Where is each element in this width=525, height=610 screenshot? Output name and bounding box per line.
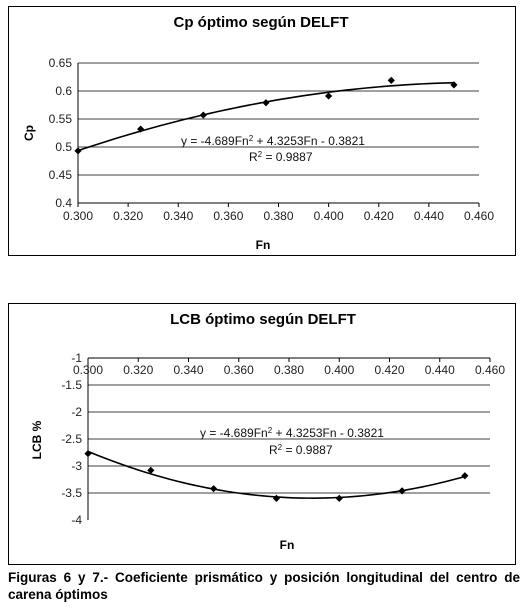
x-tick-label: 0.380 bbox=[274, 363, 304, 377]
trendline-equation: y = -4.689Fn2 + 4.3253Fn - 0.3821 bbox=[200, 426, 384, 441]
x-tick-label: 0.440 bbox=[425, 363, 455, 377]
y-tick-label: -2.5 bbox=[61, 432, 82, 446]
chart-lcb-panel: LCB óptimo según DELFT -4 -3.5 -3 -2.5 -2 -1.5… bbox=[8, 303, 516, 565]
data-point bbox=[137, 125, 145, 133]
chart-title: LCB óptimo según DELFT bbox=[170, 311, 356, 328]
y-tick-label: -3.5 bbox=[61, 486, 82, 500]
x-tick-label: 0.420 bbox=[374, 363, 404, 377]
x-tick-label: 0.320 bbox=[113, 209, 143, 223]
y-tick-label: 0.4 bbox=[55, 196, 72, 210]
data-point bbox=[84, 449, 92, 458]
data-point bbox=[147, 466, 155, 474]
y-tick-label: -1 bbox=[71, 351, 82, 365]
x-tick-label: 0.320 bbox=[123, 363, 153, 377]
chart-cp-panel: Cp óptimo según DELFT 0.4 0.45 0.5 0.55 0.6 0.… bbox=[8, 6, 516, 256]
data-point bbox=[199, 111, 207, 119]
x-tick-label: 0.400 bbox=[324, 363, 354, 377]
data-point bbox=[325, 92, 333, 100]
y-tick-label: 0.65 bbox=[49, 56, 73, 70]
x-tick-label: 0.460 bbox=[475, 363, 505, 377]
trendline bbox=[87, 450, 466, 499]
x-tick-label: 0.420 bbox=[364, 209, 394, 223]
data-point bbox=[387, 76, 395, 84]
data-point bbox=[74, 147, 82, 155]
x-tick-label: 0.380 bbox=[263, 209, 293, 223]
data-point bbox=[335, 494, 343, 502]
data-point bbox=[210, 485, 218, 493]
x-tick-label: 0.440 bbox=[414, 209, 444, 223]
figure-caption: Figuras 6 y 7.- Coeficiente prismático y… bbox=[8, 570, 520, 602]
x-tick-label: 0.340 bbox=[163, 209, 193, 223]
data-point bbox=[450, 81, 458, 89]
y-tick-label: -3 bbox=[71, 459, 82, 473]
y-tick-label: -2 bbox=[71, 405, 82, 419]
x-tick-label: 0.460 bbox=[464, 209, 494, 223]
chart-cp: Cp óptimo según DELFT 0.4 0.45 0.5 0.55 0.6 0.… bbox=[22, 14, 494, 252]
y-tick-label: 0.45 bbox=[49, 168, 73, 182]
y-tick-label: -4 bbox=[71, 513, 82, 527]
y-tick-label: -1.5 bbox=[61, 378, 82, 392]
x-tick-label: 0.300 bbox=[63, 209, 93, 223]
x-axis-label: Fn bbox=[280, 538, 295, 552]
data-point bbox=[262, 99, 270, 107]
x-tick-label: 0.340 bbox=[173, 363, 203, 377]
data-point bbox=[272, 494, 281, 502]
y-axis-label: Cp bbox=[22, 125, 36, 141]
y-axis-label: LCB % bbox=[30, 420, 44, 459]
y-tick-label: 0.6 bbox=[55, 84, 72, 98]
y-tick-label: 0.55 bbox=[49, 112, 73, 126]
y-tick-label: 0.5 bbox=[55, 140, 72, 154]
r-squared-label: R2 = 0.9887 bbox=[249, 150, 313, 165]
x-tick-label: 0.360 bbox=[213, 209, 243, 223]
x-tick-label: 0.400 bbox=[314, 209, 344, 223]
x-tick-label: 0.300 bbox=[73, 363, 103, 377]
trendline-equation: y = -4.689Fn2 + 4.3253Fn - 0.3821 bbox=[181, 134, 365, 149]
chart-title: Cp óptimo según DELFT bbox=[174, 14, 349, 31]
x-axis-label: Fn bbox=[256, 238, 271, 252]
r-squared-label: R2 = 0.9887 bbox=[269, 443, 333, 458]
chart-lcb: LCB óptimo según DELFT -4 -3.5 -3 -2.5 -2 -1.5… bbox=[30, 311, 505, 552]
data-point bbox=[461, 472, 469, 480]
x-tick-label: 0.360 bbox=[224, 363, 254, 377]
